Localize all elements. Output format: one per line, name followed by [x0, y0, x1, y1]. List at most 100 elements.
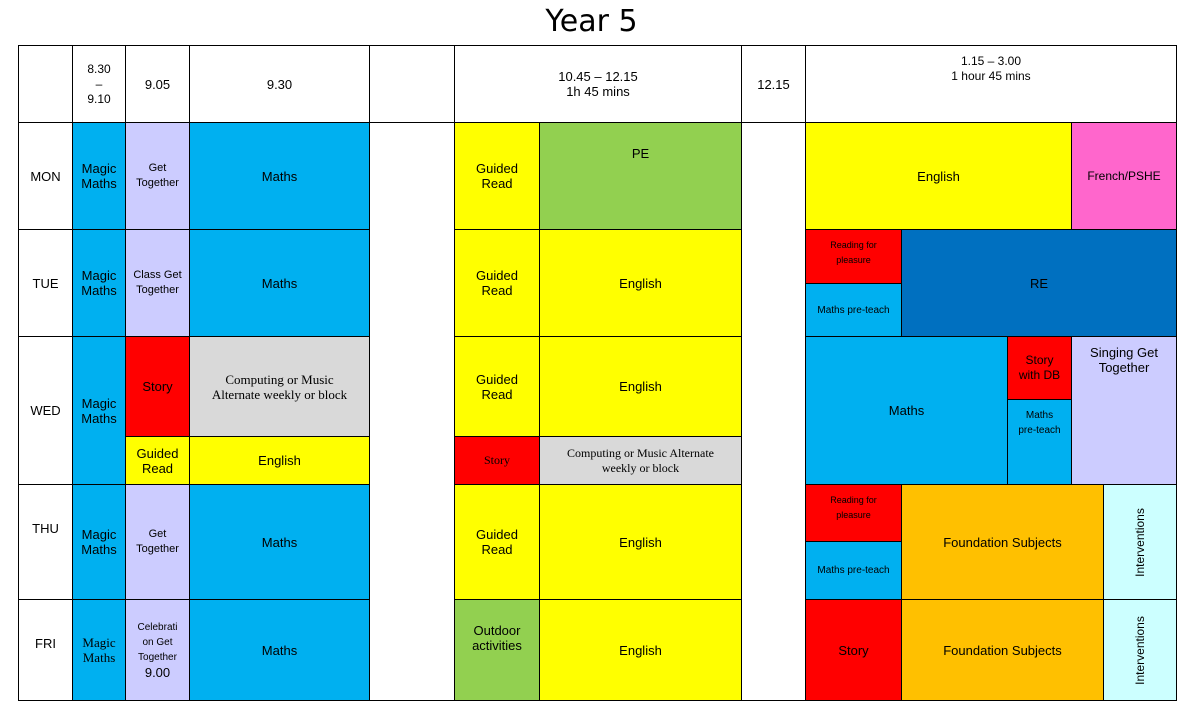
header-time-1215: 12.15	[741, 45, 806, 123]
day-tue: TUE	[18, 229, 73, 337]
fri-celebration-time: 9.00	[144, 665, 171, 680]
thu-maths-label: Maths	[261, 534, 298, 550]
tue-english-label: English	[619, 275, 662, 291]
wed-english: English	[539, 336, 742, 437]
thu-reading-pleasure: Reading for pleasure	[805, 484, 902, 542]
fri-interventions: Interventions	[1103, 599, 1177, 701]
header-blank	[18, 45, 73, 123]
wed-computing-music-2: Computing or Music Alternate weekly or b…	[539, 436, 742, 485]
header-time-1215-label: 12.15	[757, 76, 790, 92]
mon-guided-read: Guided Read	[454, 122, 540, 230]
thu-english-label: English	[619, 534, 662, 550]
day-fri: FRI	[18, 599, 73, 701]
tue-english: English	[539, 229, 742, 337]
tue-re: RE	[901, 229, 1177, 337]
wed-computing-music-label: Computing or Music Alternate weekly or b…	[211, 371, 348, 402]
header-time-115-label: 1.15 – 3.00 1 hour 45 mins	[951, 54, 1031, 83]
mon-pe: PE	[539, 122, 742, 230]
header-time-1045-label: 10.45 – 12.15 1h 45 mins	[558, 69, 638, 99]
header-time-930-label: 9.30	[266, 76, 293, 92]
wed-magic-maths-label: Magic Maths	[81, 395, 117, 426]
header-time-830-label: 8.30 – 9.10	[87, 61, 111, 106]
fri-interventions-label: Interventions	[1132, 615, 1147, 685]
header-time-930: 9.30	[189, 45, 370, 123]
thu-guided-read: Guided Read	[454, 484, 540, 600]
fri-maths-label: Maths	[261, 642, 298, 658]
tue-re-label: RE	[1029, 275, 1049, 291]
wed-magic-maths: Magic Maths	[72, 336, 126, 485]
day-wed-label: WED	[30, 403, 61, 418]
wed-guided-read-2-label: Guided Read	[136, 445, 179, 476]
wed-maths-preteach-label: Maths pre-teach	[1018, 410, 1061, 436]
wed-english-2-label: English	[258, 453, 301, 468]
thu-maths-preteach: Maths pre-teach	[805, 541, 902, 600]
mon-english: English	[805, 122, 1072, 230]
thu-english: English	[539, 484, 742, 600]
wed-story-2: Story	[454, 436, 540, 485]
mon-maths-label: Maths	[261, 168, 298, 184]
fri-outdoor: Outdoor activities	[454, 599, 540, 701]
wed-story-db: Story with DB	[1007, 336, 1072, 400]
fri-story: Story	[805, 599, 902, 701]
mon-maths: Maths	[189, 122, 370, 230]
wed-singing-label: Singing Get Together	[1090, 345, 1158, 375]
mon-magic-maths: Magic Maths	[72, 122, 126, 230]
wed-story-2-label: Story	[483, 453, 510, 467]
wed-guided-read-2: Guided Read	[125, 436, 190, 485]
header-time-115: 1.15 – 3.00 1 hour 45 mins	[805, 45, 1177, 123]
fri-magic-maths: Magic Maths	[72, 599, 126, 701]
wed-computing-music-2-label: Computing or Music Alternate weekly or b…	[567, 445, 714, 475]
mon-french-pshe-label: French/PSHE	[1087, 168, 1161, 183]
thu-foundation: Foundation Subjects	[901, 484, 1104, 600]
mon-pe-label: PE	[631, 146, 650, 161]
fri-story-label: Story	[838, 642, 869, 658]
day-mon-label: MON	[30, 168, 61, 184]
thu-interventions: Interventions	[1103, 484, 1177, 600]
fri-celebration: Celebrati on Get Together 9.00	[125, 599, 190, 701]
tue-reading-pleasure: Reading for pleasure	[805, 229, 902, 284]
thu-foundation-label: Foundation Subjects	[943, 534, 1062, 550]
wed-english-2: English	[189, 436, 370, 485]
header-break-am	[369, 45, 455, 123]
tue-maths-preteach: Maths pre-teach	[805, 283, 902, 337]
day-mon: MON	[18, 122, 73, 230]
fri-english-label: English	[619, 642, 662, 658]
header-time-905: 9.05	[125, 45, 190, 123]
wed-english-label: English	[619, 379, 662, 394]
fri-celebration-label: Celebrati on Get Together	[137, 622, 178, 663]
wed-guided-read-label: Guided Read	[476, 371, 518, 402]
fri-maths: Maths	[189, 599, 370, 701]
fri-magic-maths-label: Magic Maths	[82, 635, 116, 665]
wed-computing-music: Computing or Music Alternate weekly or b…	[189, 336, 370, 437]
thu-get-together: Get Together	[125, 484, 190, 600]
tue-maths: Maths	[189, 229, 370, 337]
thu-interventions-label: Interventions	[1132, 507, 1147, 577]
mon-get-together-label: Get Together	[136, 162, 179, 189]
mon-french-pshe: French/PSHE	[1071, 122, 1177, 230]
page-title: Year 5	[545, 4, 638, 39]
day-thu-label: THU	[32, 521, 59, 536]
thu-magic-maths-label: Magic Maths	[81, 527, 117, 557]
day-wed: WED	[18, 336, 73, 485]
wed-singing: Singing Get Together	[1071, 336, 1177, 485]
tue-reading-pleasure-label: Reading for pleasure	[830, 240, 877, 265]
mon-magic-maths-label: Magic Maths	[81, 161, 117, 191]
mon-guided-read-label: Guided Read	[476, 161, 518, 191]
thu-maths-preteach-label: Maths pre-teach	[817, 565, 890, 576]
break-lunch	[741, 122, 806, 701]
header-time-830: 8.30 – 9.10	[72, 45, 126, 123]
thu-get-together-label: Get Together	[136, 528, 179, 555]
tue-get-together-label: Class Get Together	[133, 269, 182, 296]
tue-maths-preteach-label: Maths pre-teach	[817, 304, 890, 316]
tue-magic-maths: Magic Maths	[72, 229, 126, 337]
day-tue-label: TUE	[32, 275, 59, 291]
wed-maths: Maths	[805, 336, 1008, 485]
tue-guided-read: Guided Read	[454, 229, 540, 337]
day-thu: THU	[18, 484, 73, 600]
tue-maths-label: Maths	[261, 275, 298, 291]
wed-maths-label: Maths	[888, 403, 925, 418]
wed-story-label: Story	[142, 379, 173, 394]
thu-guided-read-label: Guided Read	[476, 527, 518, 557]
header-time-1045: 10.45 – 12.15 1h 45 mins	[454, 45, 742, 123]
